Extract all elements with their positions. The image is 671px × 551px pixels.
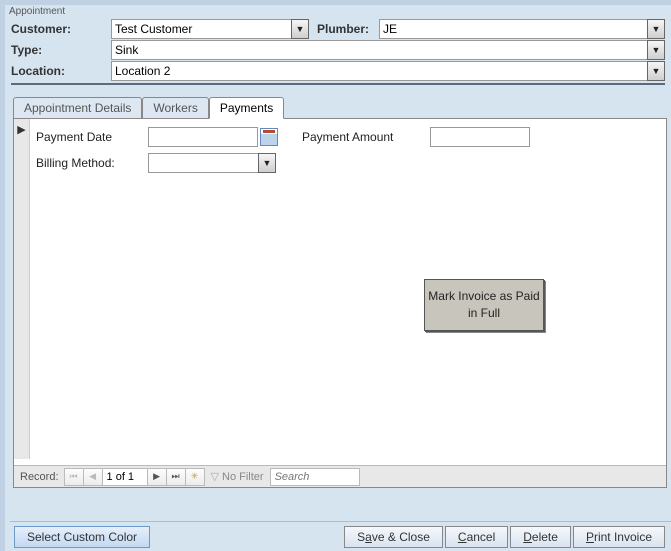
payments-panel: Payment Date Payment Amount Billing Meth… <box>36 127 662 457</box>
billing-method-combo[interactable]: ▼ <box>148 153 276 173</box>
chevron-down-icon[interactable]: ▼ <box>258 153 276 173</box>
print-invoice-button[interactable]: Print Invoice <box>573 526 665 548</box>
billing-method-input[interactable] <box>148 153 258 173</box>
chevron-down-icon[interactable]: ▼ <box>291 19 309 39</box>
plumber-input[interactable] <box>379 19 647 39</box>
tab-appointment-details[interactable]: Appointment Details <box>13 97 142 118</box>
header-divider <box>11 83 665 85</box>
chevron-down-icon[interactable]: ▼ <box>647 61 665 81</box>
type-input[interactable] <box>111 40 647 60</box>
footer-bar: Select Custom Color Save & Close Cancel … <box>10 521 671 551</box>
nav-next-icon[interactable]: ▶ <box>147 468 167 486</box>
delete-button[interactable]: Delete <box>510 526 571 548</box>
location-combo[interactable]: ▼ <box>111 61 665 81</box>
no-filter-indicator: ▽ No Filter <box>205 470 270 483</box>
payment-amount-input[interactable] <box>430 127 530 147</box>
payment-date-input[interactable] <box>148 127 258 147</box>
plumber-label: Plumber: <box>309 22 379 36</box>
cancel-button[interactable]: Cancel <box>445 526 508 548</box>
nav-first-icon[interactable]: ⏮ <box>64 468 84 486</box>
no-filter-label: No Filter <box>222 471 264 483</box>
payment-amount-label: Payment Amount <box>302 130 422 144</box>
tab-body: ▶ Payment Date Payment Amount Billing Me… <box>13 118 667 488</box>
type-combo[interactable]: ▼ <box>111 40 665 60</box>
nav-last-icon[interactable]: ⏭ <box>166 468 186 486</box>
tab-payments[interactable]: Payments <box>209 97 284 119</box>
search-input[interactable] <box>270 468 360 486</box>
customer-combo[interactable]: ▼ <box>111 19 309 39</box>
location-input[interactable] <box>111 61 647 81</box>
appointment-window: Appointment Customer: ▼ Plumber: ▼ Type:… <box>0 0 671 551</box>
location-label: Location: <box>11 62 111 80</box>
record-position[interactable] <box>102 468 148 486</box>
header-form: Customer: ▼ Plumber: ▼ Type: ▼ Location:… <box>5 17 671 89</box>
billing-method-label: Billing Method: <box>36 156 140 170</box>
customer-input[interactable] <box>111 19 291 39</box>
record-selector-icon[interactable]: ▶ <box>14 119 30 459</box>
funnel-icon: ▽ <box>211 470 219 483</box>
payment-date-label: Payment Date <box>36 130 140 144</box>
calendar-icon[interactable] <box>260 128 278 146</box>
select-color-label: Select Custom Color <box>27 530 137 544</box>
mark-paid-button[interactable]: Mark Invoice as Paid in Full <box>424 279 544 331</box>
select-custom-color-button[interactable]: Select Custom Color <box>14 526 150 548</box>
mark-paid-label: Mark Invoice as Paid in Full <box>425 288 543 322</box>
chevron-down-icon[interactable]: ▼ <box>647 40 665 60</box>
plumber-combo[interactable]: ▼ <box>379 19 665 39</box>
record-navigator: Record: ⏮ ◀ ▶ ⏭ ✳ ▽ No Filter <box>14 465 666 487</box>
type-label: Type: <box>11 41 111 59</box>
tab-region: Appointment Details Workers Payments ▶ P… <box>13 97 667 488</box>
nav-new-icon[interactable]: ✳ <box>185 468 205 486</box>
tab-workers[interactable]: Workers <box>142 97 208 118</box>
customer-label: Customer: <box>11 20 111 38</box>
save-close-button[interactable]: Save & Close <box>344 526 443 548</box>
record-label: Record: <box>14 471 65 483</box>
window-title: Appointment <box>5 5 671 17</box>
chevron-down-icon[interactable]: ▼ <box>647 19 665 39</box>
nav-prev-icon[interactable]: ◀ <box>83 468 103 486</box>
tab-bar: Appointment Details Workers Payments <box>13 97 667 118</box>
